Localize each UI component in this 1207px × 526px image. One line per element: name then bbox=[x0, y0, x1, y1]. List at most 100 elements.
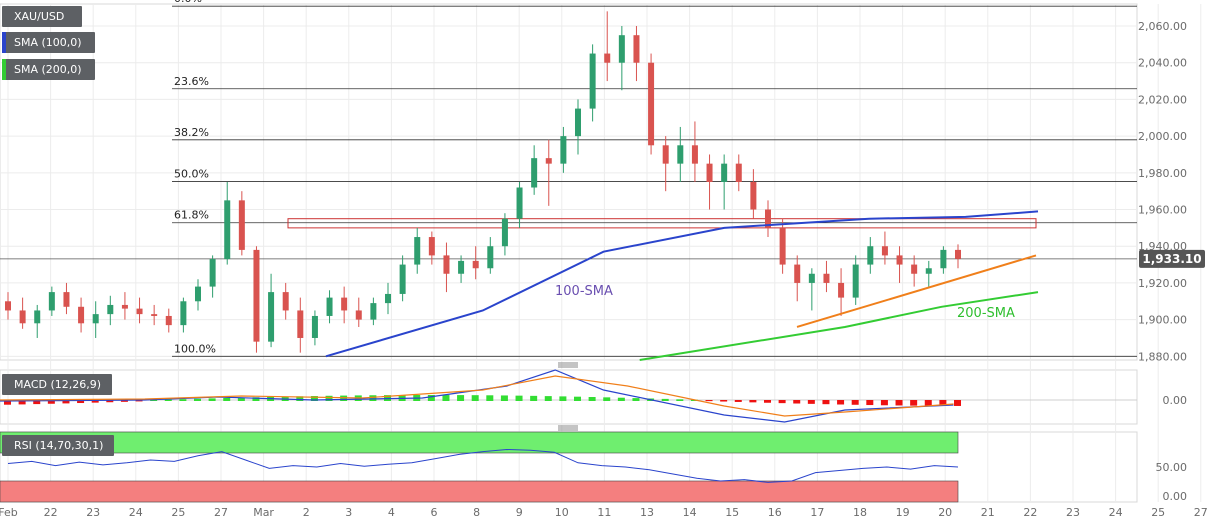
time-tick: 16 bbox=[768, 506, 782, 519]
macd-hist-bar bbox=[33, 400, 41, 405]
candle-body bbox=[34, 310, 41, 324]
candle-body bbox=[48, 292, 55, 311]
fib-label: 38.2% bbox=[174, 126, 209, 139]
macd-hist-bar bbox=[471, 395, 479, 401]
macd-hist-bar bbox=[208, 398, 216, 401]
candle-body bbox=[896, 255, 903, 265]
rsi-line bbox=[7, 448, 959, 483]
candle-body bbox=[501, 218, 508, 247]
candle-body bbox=[19, 310, 26, 324]
macd-hist-bar bbox=[837, 400, 845, 405]
signal-line bbox=[0, 375, 954, 417]
macd-hist-bar bbox=[325, 395, 333, 401]
candle-body bbox=[560, 136, 567, 164]
time-tick: 24 bbox=[129, 506, 143, 519]
macd-hist-bar bbox=[574, 396, 581, 401]
symbol-label: XAU/USD bbox=[14, 10, 65, 23]
time-tick: 13 bbox=[640, 506, 654, 519]
macd-hist-bar bbox=[676, 399, 684, 401]
candle-body bbox=[443, 255, 450, 274]
macd-hist-bar bbox=[603, 397, 611, 401]
panel-resize-handle[interactable] bbox=[558, 362, 578, 368]
candle-body bbox=[428, 237, 435, 256]
price-tick: 2,040.00 bbox=[1138, 57, 1187, 70]
rsi-tag[interactable]: RSI (14,70,30,1) bbox=[2, 435, 114, 456]
time-tick: 25 bbox=[171, 506, 185, 519]
candle-body bbox=[341, 297, 348, 311]
candle-body bbox=[677, 145, 684, 164]
candle-body bbox=[209, 259, 216, 287]
candle-body bbox=[867, 246, 874, 265]
macd-hist-bar bbox=[296, 396, 304, 401]
macd-hist-bar bbox=[734, 400, 742, 402]
time-tick: 10 bbox=[555, 506, 569, 519]
candle-body bbox=[706, 163, 713, 182]
candle-body bbox=[531, 158, 538, 188]
sma100-tag[interactable]: SMA (100,0) bbox=[2, 32, 95, 53]
candle-body bbox=[750, 182, 757, 210]
macd-hist-bar bbox=[91, 400, 99, 403]
macd-hist-bar bbox=[515, 395, 523, 401]
time-tick: 17 bbox=[810, 506, 824, 519]
sma200-line bbox=[639, 291, 1039, 361]
candle-body bbox=[575, 108, 581, 137]
time-tick: 19 bbox=[896, 506, 910, 519]
time-tick: Mar bbox=[253, 506, 274, 519]
panel-resize-handle[interactable] bbox=[558, 425, 578, 431]
time-tick: 15 bbox=[725, 506, 739, 519]
price-panel bbox=[0, 3, 1138, 361]
time-tick: 22 bbox=[1023, 506, 1037, 519]
macd-hist-bar bbox=[77, 400, 85, 404]
time-tick: 27 bbox=[1194, 506, 1207, 519]
macd-hist-bar bbox=[194, 398, 201, 401]
candle-body bbox=[808, 273, 815, 283]
price-tick: 2,000.00 bbox=[1138, 130, 1187, 143]
time-tick: 21 bbox=[981, 506, 995, 519]
current-price-label: 1,933.10 bbox=[1142, 252, 1201, 266]
candle-body bbox=[794, 264, 801, 283]
macd-hist-bar bbox=[939, 400, 947, 406]
candle-body bbox=[180, 301, 187, 326]
macd-hist-bar bbox=[793, 400, 801, 404]
macd-tag[interactable]: MACD (12,26,9) bbox=[2, 374, 112, 395]
candle-body bbox=[487, 246, 494, 269]
macd-hist-bar bbox=[106, 400, 114, 403]
macd-hist-bar bbox=[237, 397, 245, 401]
candle-body bbox=[385, 293, 391, 304]
candle-body bbox=[253, 249, 260, 342]
macd-panel bbox=[0, 369, 1138, 425]
candle-body bbox=[121, 304, 128, 309]
macd-hist-bar bbox=[924, 400, 932, 406]
time-tick: 24 bbox=[1109, 506, 1123, 519]
candle-body bbox=[648, 62, 655, 146]
price-tick: 2,060.00 bbox=[1138, 20, 1187, 33]
symbol-tag[interactable]: XAU/USD bbox=[2, 6, 82, 27]
candle-body bbox=[955, 249, 961, 259]
macd-hist-bar bbox=[4, 400, 11, 405]
rsi-label: RSI (14,70,30,1) bbox=[14, 439, 104, 452]
macd-hist-bar bbox=[895, 400, 903, 406]
macd-hist-bar bbox=[559, 396, 567, 401]
candle-body bbox=[721, 163, 728, 182]
price-tick: 1,900.00 bbox=[1138, 314, 1187, 327]
price-tick: 1,980.00 bbox=[1138, 167, 1187, 180]
candle-body bbox=[472, 260, 479, 269]
fib-label: 23.6% bbox=[174, 75, 209, 88]
sma200-tag[interactable]: SMA (200,0) bbox=[2, 59, 95, 80]
candle-body bbox=[414, 237, 421, 265]
candle-body bbox=[311, 315, 318, 338]
time-tick: 18 bbox=[853, 506, 867, 519]
candle-body bbox=[165, 315, 172, 326]
candle-body bbox=[107, 304, 114, 315]
price-tick: 2,020.00 bbox=[1138, 93, 1187, 106]
macd-tick: 0.00 bbox=[1163, 394, 1188, 407]
fib-label: 50.0% bbox=[174, 167, 209, 180]
candle-body bbox=[195, 286, 201, 302]
macd-hist-bar bbox=[822, 400, 830, 405]
macd-hist-bar bbox=[62, 400, 70, 404]
price-tick: 1,880.00 bbox=[1138, 350, 1187, 363]
sma200-label: SMA (200,0) bbox=[14, 63, 82, 76]
candle-body bbox=[399, 264, 406, 294]
macd-hist-bar bbox=[252, 397, 260, 401]
